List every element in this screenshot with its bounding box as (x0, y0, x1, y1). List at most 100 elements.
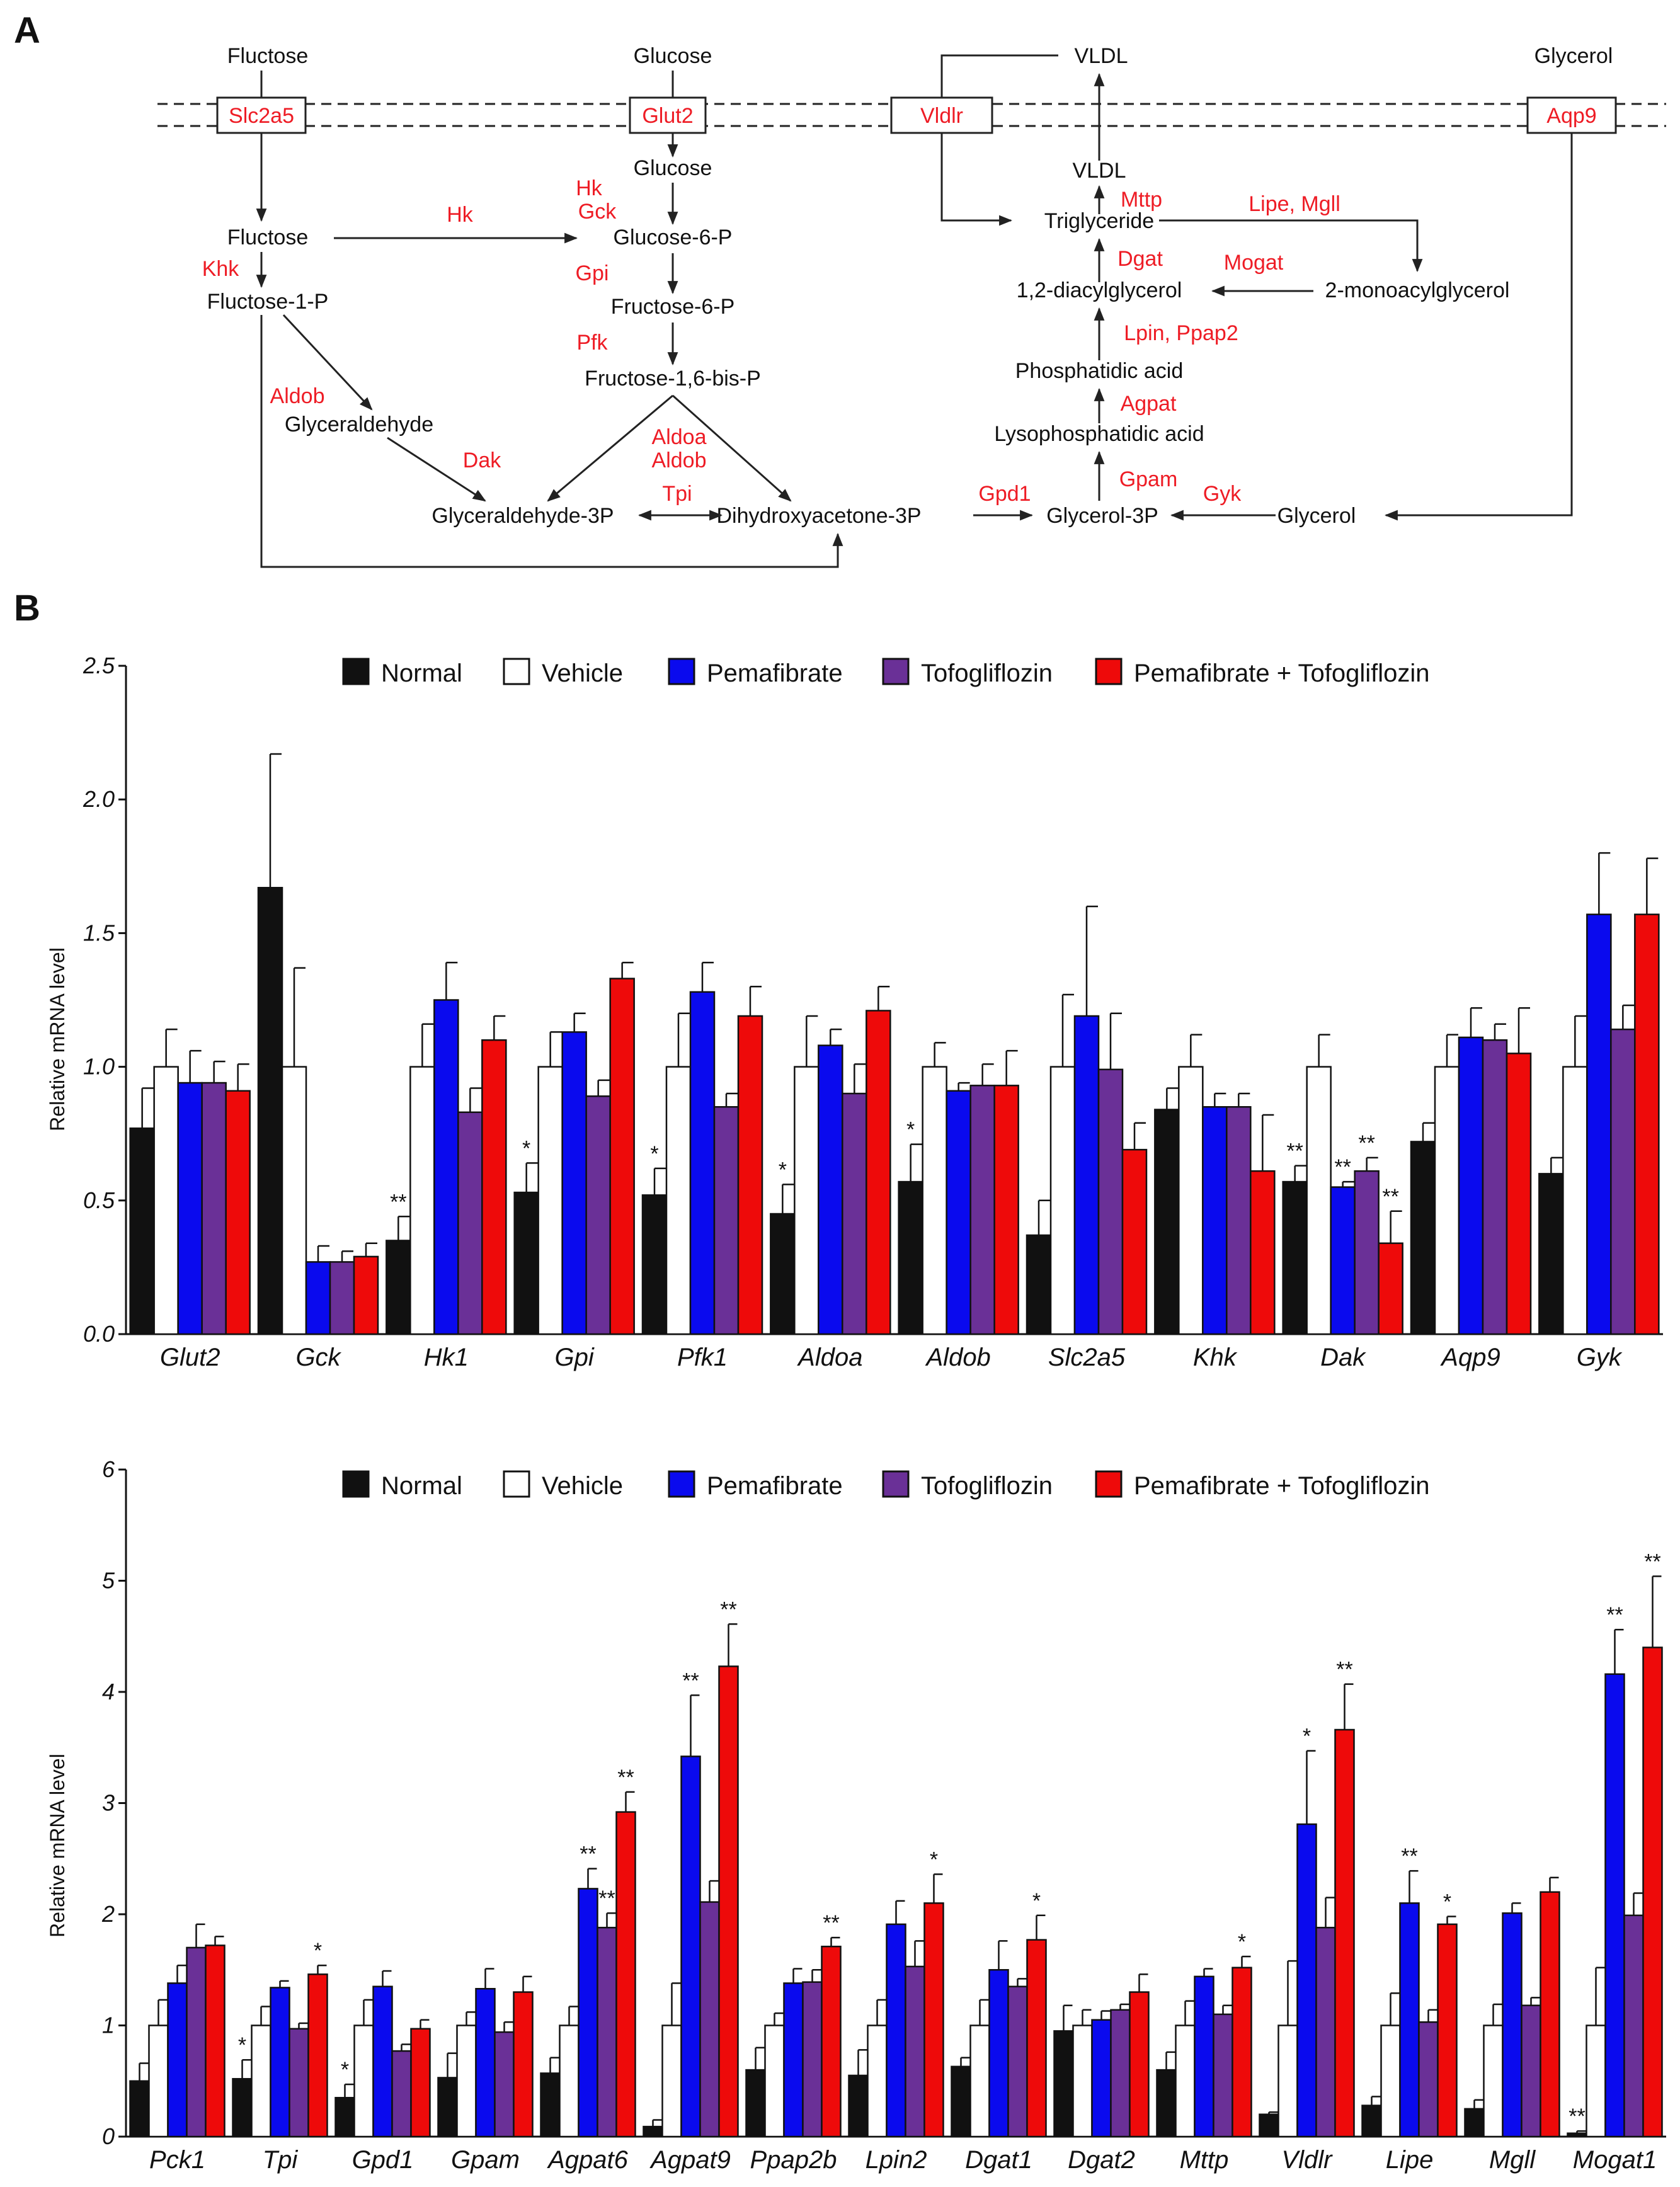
significance-mark: * (341, 2058, 349, 2082)
x-category-label: Dgat2 (1068, 2146, 1135, 2174)
bar-lpin2-normal (848, 2074, 869, 2138)
enzyme-gpd1: Gpd1 (978, 482, 1031, 506)
x-category-label: Aldob (925, 1344, 991, 1371)
bar-mgll-normal (1464, 2108, 1485, 2138)
bar-dak-normal (1282, 1180, 1308, 1335)
legend-swatch-combo (1095, 1470, 1123, 1498)
significance-mark: * (650, 1142, 658, 1166)
significance-mark: ** (1401, 1844, 1417, 1868)
legend-chart-1: Normal Vehicle Pemafibrate Tofogliflozin… (342, 658, 1430, 687)
legend-tofogliflozin: Tofogliflozin (921, 1472, 1053, 1500)
x-category-label: Lpin2 (866, 2146, 927, 2174)
bar-gyk-pemafibrate (1586, 913, 1612, 1335)
bar-pck1-combo (205, 1944, 226, 2138)
bar-gpam-vehicle (456, 2024, 477, 2138)
x-category-label: Lipe (1386, 2146, 1434, 2174)
bar-agpat6-vehicle (559, 2024, 580, 2138)
bar-dgat2-normal (1053, 2030, 1074, 2138)
bar-agpat6-pemafibrate (578, 1888, 598, 2138)
legend-tofogliflozin: Tofogliflozin (921, 660, 1053, 687)
bar-gck-normal (257, 887, 283, 1335)
panel-b: B Normal Vehicle Pemafibrate Tofoglifloz… (14, 588, 1666, 2174)
bar-gpi-pemafibrate (561, 1031, 587, 1335)
node-phosphatidic-acid: Phosphatidic acid (1015, 359, 1184, 383)
node-glycerol: Glycerol (1277, 504, 1356, 528)
transporter-slc2a5: Slc2a5 (216, 96, 307, 134)
bar-dak-vehicle (1306, 1066, 1332, 1335)
significance-mark: * (522, 1136, 530, 1160)
bar-khk-normal (1154, 1109, 1180, 1335)
node-vldl-extracellular: VLDL (1074, 44, 1128, 68)
legend-pemafibrate: Pemafibrate (707, 660, 843, 687)
bar-gck-combo (353, 1255, 379, 1335)
bar-aldob-pemafibrate (946, 1090, 971, 1335)
bar-aldoa-vehicle (794, 1066, 820, 1335)
node-glyceraldehyde-3p: Glyceraldehyde-3P (431, 504, 614, 528)
bar-ppap2b-tofogliflozin (802, 1981, 823, 2138)
bar-aldob-tofogliflozin (969, 1085, 995, 1335)
bar-lipe-tofogliflozin (1418, 2021, 1439, 2138)
bar-gpd1-combo (410, 2028, 431, 2138)
x-category-label: Pck1 (149, 2146, 205, 2174)
bar-dgat2-vehicle (1072, 2024, 1093, 2138)
significance-mark: * (238, 2033, 246, 2057)
transporter-glut2-label: Glut2 (642, 104, 693, 128)
x-category-label: Gpam (451, 2146, 520, 2174)
significance-mark: ** (390, 1190, 406, 1214)
bar-vldlr-pemafibrate (1296, 1823, 1317, 2138)
x-category-label: Gck (295, 1344, 341, 1371)
bar-vldlr-vehicle (1277, 2024, 1298, 2138)
node-glycerol-3p: Glycerol-3P (1046, 504, 1158, 528)
bar-ppap2b-pemafibrate (783, 1982, 804, 2138)
bar-slc2a5-combo (1121, 1148, 1148, 1335)
bar-aqp9-vehicle (1434, 1066, 1460, 1335)
bar-mgll-vehicle (1483, 2024, 1504, 2138)
node-2-monoacylglycerol: 2-monoacylglycerol (1325, 278, 1510, 302)
bar-dgat1-vehicle (969, 2024, 990, 2138)
enzyme-gck: Gck (578, 200, 617, 224)
bar-lipe-vehicle (1380, 2024, 1401, 2138)
transporter-aqp9: Aqp9 (1526, 96, 1617, 134)
bar-gyk-tofogliflozin (1610, 1028, 1636, 1335)
transporter-vldlr-label: Vldlr (920, 104, 963, 128)
bar-glut2-combo (225, 1090, 251, 1335)
bar-aqp9-normal (1410, 1141, 1436, 1335)
bar-gpd1-normal (334, 2096, 355, 2138)
legend-swatch-pemafibrate (668, 1470, 695, 1498)
bar-gpi-tofogliflozin (585, 1095, 611, 1335)
bar-tpi-tofogliflozin (289, 2028, 309, 2138)
legend-swatch-normal (342, 658, 370, 685)
bar-hk1-normal (386, 1240, 411, 1335)
x-category-label: Aqp9 (1440, 1344, 1500, 1371)
y-tick-label: 0 (102, 2123, 115, 2149)
bar-pfk1-vehicle (665, 1066, 692, 1335)
bar-aldob-vehicle (922, 1066, 947, 1335)
bar-aldob-normal (898, 1180, 923, 1335)
bar-khk-pemafibrate (1202, 1106, 1228, 1335)
node-glucose: Glucose (634, 156, 712, 180)
bar-pck1-tofogliflozin (186, 1946, 207, 2138)
bar-gyk-vehicle (1562, 1066, 1588, 1335)
x-category-label: Mttp (1180, 2146, 1229, 2174)
node-glucose-6-p: Glucose-6-P (614, 226, 733, 249)
significance-mark: ** (823, 1911, 839, 1935)
bar-vldlr-tofogliflozin (1315, 1926, 1336, 2138)
bar-mogat1-tofogliflozin (1623, 1914, 1644, 2138)
node-dihydroxyacetone-3p: Dihydroxyacetone-3P (716, 504, 921, 528)
bar-mttp-pemafibrate (1194, 1975, 1214, 2138)
bar-lpin2-pemafibrate (886, 1923, 906, 2138)
bar-gpi-combo (609, 978, 635, 1335)
bar-pfk1-normal (641, 1194, 668, 1335)
bar-lipe-combo (1437, 1923, 1458, 2138)
significance-mark: * (906, 1118, 915, 1142)
x-category-label: Vldlr (1281, 2146, 1333, 2174)
transporter-glut2: Glut2 (629, 96, 707, 134)
panel-a: A Slc2a5 Glut2 Vldlr Aqp9 Fluctose Gluco… (14, 10, 1666, 568)
enzyme-hk-fructose: Hk (447, 203, 474, 227)
x-category-label: Ppap2b (750, 2146, 837, 2174)
bar-hk1-vehicle (409, 1066, 435, 1335)
bar-gpd1-pemafibrate (372, 1985, 393, 2138)
y-tick-label: 1 (102, 2013, 115, 2038)
